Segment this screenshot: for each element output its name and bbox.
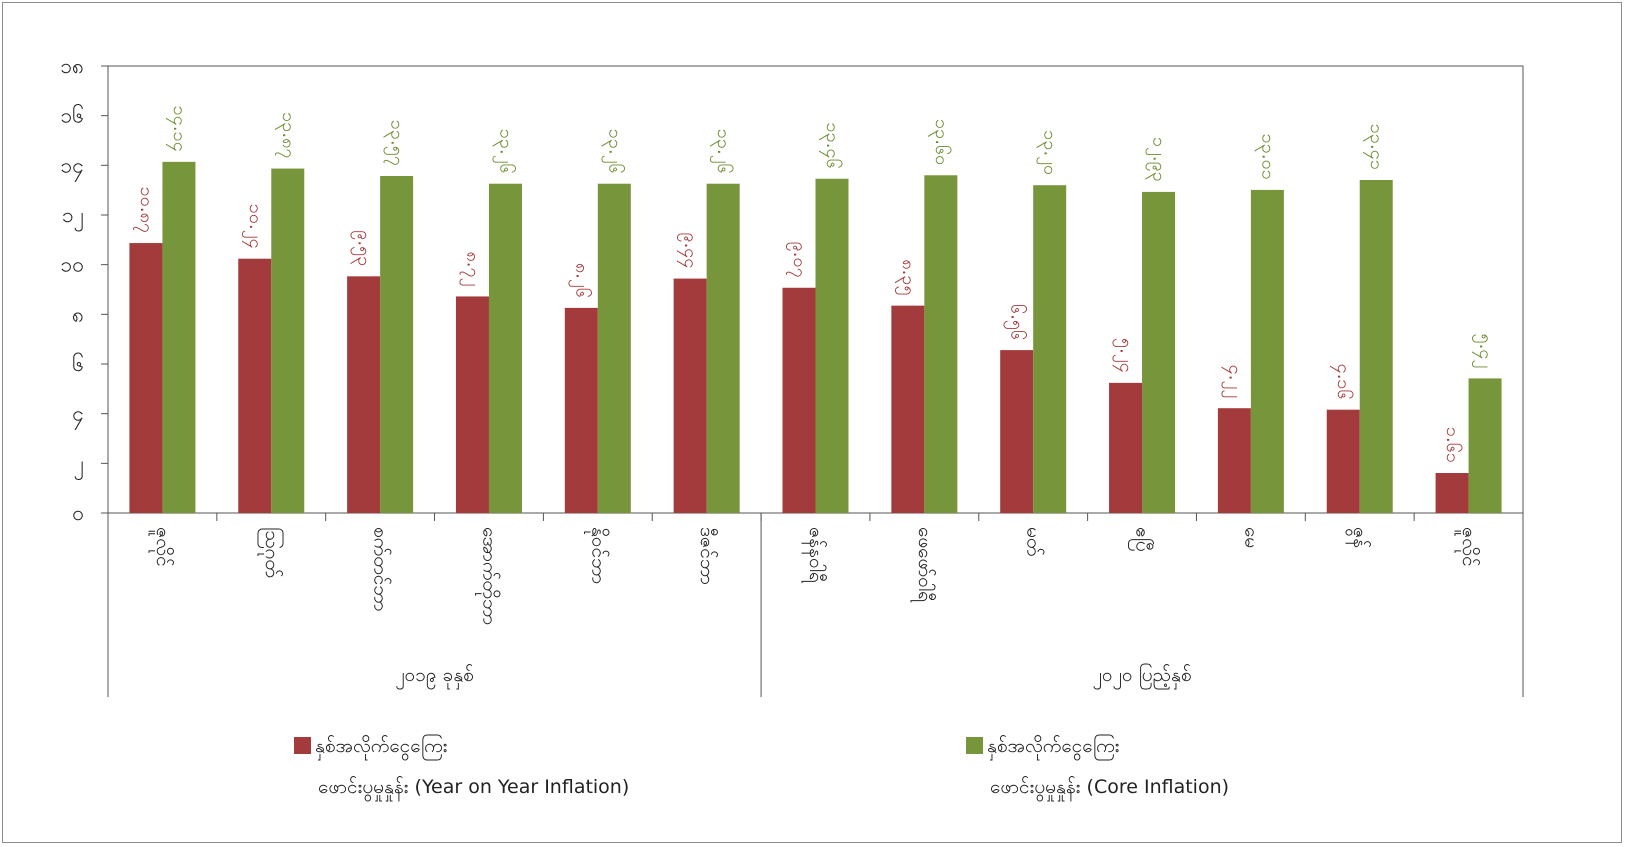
- data-label: ၁၃.၂၀: [1037, 130, 1061, 175]
- y-tick-label: ၆: [72, 351, 84, 376]
- category-label: မတ်: [1023, 527, 1046, 556]
- bar: [488, 183, 522, 513]
- bar: [891, 305, 925, 513]
- category-label: စက်တင်ဘာ: [370, 527, 393, 611]
- bar: [1142, 191, 1176, 513]
- y-tick-label: ၁၆: [60, 103, 84, 128]
- data-label: ၁၃.၂၆: [710, 129, 734, 174]
- data-label: ၁၃.၂၆: [492, 129, 516, 174]
- bar: [1109, 382, 1143, 513]
- legend-series-1-line2: ဖောင်းပွမှုနှုန်း (Year on Year Inflatio…: [318, 776, 630, 798]
- bar: [815, 178, 849, 513]
- bar: [271, 168, 305, 514]
- data-label: ၈.၃၅: [895, 259, 919, 295]
- category-label: ဇန်နဝါရီ: [801, 527, 828, 584]
- y-tick-label: ၄: [72, 402, 84, 431]
- data-label: ၅.၂၄: [1113, 338, 1137, 373]
- y-tick-label: ၂: [74, 451, 84, 480]
- data-label: ၁၀.၂၄: [242, 204, 266, 249]
- data-label: ၆.၅၆: [1004, 304, 1028, 340]
- data-label: ၉.၅၃: [351, 230, 375, 266]
- bar: [1468, 378, 1502, 513]
- category-label: ဖေဖော်ဝါရီ: [910, 527, 937, 603]
- category-label: ဇွန်: [1345, 527, 1372, 549]
- data-label: ၈.၂၆: [568, 263, 592, 298]
- category-label: ဒီဇင်ဘာ: [696, 527, 719, 585]
- data-label: ၁၂.၉၃: [1146, 137, 1170, 182]
- bar: [455, 296, 489, 513]
- bar: [162, 161, 196, 513]
- data-label: ၁၃.၄၆: [819, 123, 843, 169]
- bar: [1000, 350, 1034, 513]
- category-label: မေ: [1240, 527, 1262, 548]
- legend-series-1-line1: နှစ်အလိုက်ငွေကြေး: [315, 735, 448, 757]
- category-label: အောက်တိုဘာ: [474, 527, 501, 625]
- bar: [782, 287, 816, 513]
- category-label: ဇူလိုင်: [148, 527, 175, 567]
- data-label: ၉.၄၄: [677, 232, 701, 268]
- data-label: ၁၃.၆၀: [928, 119, 952, 165]
- data-label: ၁၀.၈၇: [133, 187, 157, 233]
- data-label: ၁.၆၁: [1442, 427, 1463, 463]
- data-label: ၄.၁၆: [1330, 364, 1354, 400]
- bar: [347, 276, 381, 513]
- legend-swatch-green: [966, 737, 983, 754]
- data-label: ၁၃.၅၇: [384, 120, 408, 166]
- bar: [380, 176, 414, 514]
- y-tick-label: ၁၀: [60, 253, 84, 277]
- bar: [1359, 179, 1393, 514]
- y-tick-label: ၁၈: [60, 54, 84, 78]
- legend-swatch-red: [294, 737, 311, 754]
- data-label: ၁၄.၁၄: [166, 106, 190, 152]
- bar: [238, 258, 272, 513]
- y-tick-label: ၁၂: [62, 203, 84, 232]
- category-label: ဩဂုတ်: [257, 527, 285, 578]
- data-label: ၅.၄၂: [1472, 334, 1496, 369]
- data-label: ၁၃.၀၁: [1254, 134, 1278, 180]
- data-label: ၉.၀၇: [786, 242, 810, 278]
- group-label: ၂၀၂၀ ပြည့်နှစ်: [1093, 662, 1192, 690]
- bar: [924, 175, 958, 513]
- bar: [1250, 189, 1284, 513]
- data-label: ၄.၂၂: [1221, 365, 1245, 399]
- group-label: ၂၀၁၉ ခုနှစ်: [395, 663, 474, 690]
- bar: [706, 183, 740, 513]
- category-label: ဇူလိုင်: [1454, 527, 1481, 567]
- y-tick-label: ၁၄: [60, 153, 84, 182]
- y-tick-label: ၈: [72, 302, 84, 326]
- data-label: ၁၃.၄၁: [1363, 124, 1387, 170]
- legend-series-1: နှစ်အလိုက်ငွေကြေး ဖောင်းပွမှုနှုန်း (Yea…: [294, 726, 629, 808]
- y-tick-label: ၀: [72, 501, 84, 525]
- category-label: နိုဝင်ဘာ: [583, 527, 610, 584]
- legend-series-2-line2: ဖောင်းပွမှုနှုန်း (Core Inflation): [990, 776, 1230, 798]
- legend-series-2: နှစ်အလိုက်ငွေကြေး ဖောင်းပွမှုနှုန်း (Cor…: [966, 726, 1229, 808]
- bar: [564, 307, 598, 513]
- legend-series-2-line1: နှစ်အလိုက်ငွေကြေး: [987, 735, 1120, 757]
- bar: [129, 243, 163, 514]
- data-label: ၈.၇၂: [459, 251, 483, 286]
- data-label: ၁၃.၈၇: [275, 112, 299, 158]
- bar: [1217, 408, 1251, 513]
- category-label: ဧပြီ: [1128, 527, 1155, 552]
- bar: [1435, 473, 1469, 513]
- bar: [1033, 185, 1067, 513]
- bar: [597, 183, 631, 513]
- bar: [1326, 409, 1360, 513]
- data-label: ၁၃.၂၆: [601, 129, 625, 174]
- bar: [673, 278, 707, 513]
